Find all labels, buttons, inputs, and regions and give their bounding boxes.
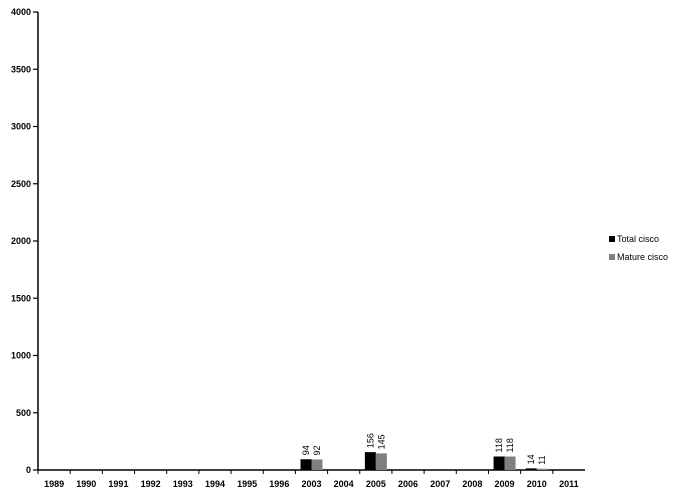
y-tick-label: 2000 (11, 236, 31, 246)
x-tick-label: 2006 (398, 479, 418, 489)
x-axis: 1989 1990 1991 1992 1993 1994 1995 1996 2003 2004… (37, 469, 585, 489)
data-label: 118 (505, 438, 515, 452)
data-label: 94 (301, 445, 311, 455)
x-tick-label: 2011 (559, 479, 579, 489)
data-label: 145 (376, 434, 386, 449)
x-tick-label: 2004 (334, 479, 354, 489)
x-tick-label: 2007 (430, 479, 450, 489)
x-tick-label: 2005 (366, 479, 386, 489)
legend-label: Mature cisco (617, 252, 668, 262)
x-tick-label: 1995 (237, 479, 257, 489)
bar-total-cisco (525, 468, 537, 470)
y-tick-label: 3500 (11, 64, 31, 74)
y-tick-label: 500 (16, 408, 31, 418)
x-tick-label: 1989 (44, 479, 64, 489)
legend-swatch (609, 236, 615, 242)
y-tick-label: 3000 (11, 122, 31, 132)
bars (300, 452, 548, 470)
y-tick-label: 1000 (11, 351, 31, 361)
data-labels: 94 92 156 145 118 118 14 11 (301, 433, 547, 465)
bar-total-cisco (364, 452, 376, 470)
bar-mature-cisco (504, 456, 516, 470)
x-tick-label: 2009 (495, 479, 515, 489)
data-label: 156 (365, 433, 375, 448)
x-tick-label: 2008 (462, 479, 482, 489)
x-tick-label: 1990 (76, 479, 96, 489)
y-tick-label: 2500 (11, 179, 31, 189)
x-tick-label: 1992 (141, 479, 161, 489)
x-tick-label: 1994 (205, 479, 225, 489)
legend-swatch (609, 254, 615, 260)
data-label: 11 (537, 455, 547, 464)
bar-mature-cisco (375, 453, 387, 470)
legend: Total cisco Mature cisco (609, 234, 668, 262)
x-tick-label: 1991 (108, 479, 128, 489)
x-tick-label: 2003 (301, 479, 321, 489)
x-tick-label: 1996 (269, 479, 289, 489)
y-tick-label: 1500 (11, 293, 31, 303)
bar-mature-cisco (311, 459, 323, 470)
data-label: 92 (312, 445, 322, 455)
bar-mature-cisco (536, 468, 548, 470)
x-tick-label: 2010 (527, 479, 547, 489)
x-tick-label: 1993 (173, 479, 193, 489)
data-label: 118 (494, 438, 504, 452)
bar-total-cisco (493, 456, 505, 470)
y-tick-label: 4000 (11, 7, 31, 17)
y-axis: 0 500 1000 1500 2000 2500 3000 3500 4000 (11, 7, 39, 475)
bar-total-cisco (300, 459, 312, 470)
y-tick-label: 0 (26, 465, 31, 475)
legend-label: Total cisco (617, 234, 659, 244)
data-label: 14 (526, 454, 536, 464)
